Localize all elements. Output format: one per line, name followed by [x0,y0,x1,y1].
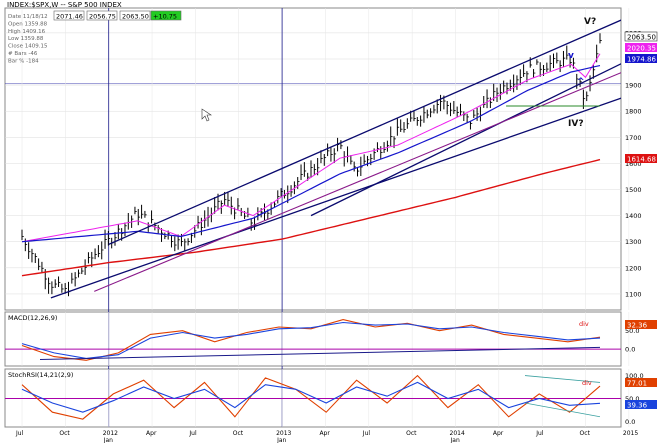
channel-inner [310,63,621,217]
y-tick-label: 1200 [625,264,642,272]
x-tick-label: Apr [493,430,504,437]
x-tick-label: Jul [362,430,371,437]
y-tick-label: 1700 [625,134,642,142]
x-tick-label: Jul [15,430,24,437]
badge-ma-mid: 1974.86 [627,56,656,64]
info-line: # Bars -46 [8,51,38,57]
ma-slow-line [21,158,601,277]
channel-lower [50,97,621,299]
macd-panel [4,311,622,367]
stoch-plot [21,374,601,420]
wave-label-caret: ^ [577,77,585,87]
x-tick-label: 2014 [450,430,465,437]
osc-line [21,321,601,359]
badge-ma-slow: 1614.68 [627,156,656,164]
header-value-box [150,10,182,21]
ma-mid-line [21,65,601,243]
osc-line [21,381,601,413]
info-line: Low 1359.88 [8,36,44,42]
osc-line [21,319,601,361]
wave-label-v-minor: v [568,51,574,61]
info-line: Bar % -184 [8,58,39,64]
x-tick-label: Oct [406,430,417,437]
stoch-trend-line [524,402,601,418]
osc-y-tick: 100.0 [625,372,644,380]
info-line: High 1409.16 [8,29,46,35]
price-badges: 2063.50 2020.35 1974.86 1614.68 32.36 77… [624,31,658,410]
osc-y-tick: 50.0 [625,395,639,403]
channel-upper [108,19,621,245]
x-tick-label: Apr [319,430,330,437]
y-axis: 1100120013001400150016001700180019002000… [625,29,644,425]
wave-label-v-major: V? [584,17,596,27]
badge-current: 2063.50 [627,34,656,42]
badge-macd: 32.36 [627,322,648,330]
header-value: 2071.46 [56,13,83,21]
osc-y-tick: 0.0 [625,346,635,354]
x-tick-label: Oct [59,430,70,437]
info-line: Date 11/18/12 [8,14,48,20]
header-value-box [53,10,85,21]
ma-fast-line [21,53,601,243]
x-tick-label: Jul [535,430,544,437]
y-tick-label: 1500 [625,186,642,194]
macd-div-annotation: div [579,320,589,328]
header: INDEX:$SPX,W -- S&P 500 INDEX 2071.46 205… [7,1,182,21]
stoch-title: StochRSI(14,21(2,9) [8,371,73,379]
x-tick-label: Oct [233,430,244,437]
stoch-div-annotation: div [582,379,592,387]
macd-plot [21,319,601,361]
x-tick-label: Oct [580,430,591,437]
x-tick-label: 2012 [103,430,118,437]
mouse-cursor-icon [201,108,212,122]
info-line: Close 1409.15 [8,44,48,50]
x-tick-label: Jul [188,430,197,437]
x-tick-label: 2013 [276,430,291,437]
header-value: 2056.75 [89,13,116,21]
wave-label-iv: IV? [568,119,584,129]
osc-y-tick: 0.0 [625,418,635,426]
y-tick-label: 1300 [625,238,642,246]
info-line: Open 1359.88 [8,21,48,27]
y-tick-label: 1800 [625,108,642,116]
header-value-box [119,10,151,21]
header-value-box [86,10,118,21]
badge-stoch-d: 39.36 [627,402,648,410]
x-tick-label: Apr [146,430,157,437]
y-tick-label: 1600 [625,160,642,168]
x-tick-sublabel: Jan [103,437,113,443]
badge-ma-fast: 2020.35 [627,45,656,53]
y-tick-label: 1900 [625,82,642,90]
x-tick-sublabel: Jan [276,437,286,443]
macd-trend-line [39,346,601,361]
y-tick-label: 1100 [625,290,642,298]
header-value: 2063.50 [122,13,149,21]
osc-y-tick: 50.0 [625,327,639,335]
y-tick-label: 1400 [625,212,642,220]
osc-line [21,374,601,420]
header-value: +10.75 [153,13,177,21]
badge-stoch-k: 77.01 [627,380,647,388]
x-tick-sublabel: Jan [450,437,460,443]
main-plot [21,19,621,299]
main-panel [4,7,622,311]
x-tick-label: 2015 [623,430,638,437]
stoch-trend-line [524,375,601,383]
macd-title: MACD(12,26,9) [8,314,57,322]
x-axis: Jul Oct 2012 Apr Jul Oct 2013 Apr Jul Oct 2014 Apr J… [15,430,638,444]
chart-title: INDEX:$SPX,W -- S&P 500 INDEX [7,1,122,9]
